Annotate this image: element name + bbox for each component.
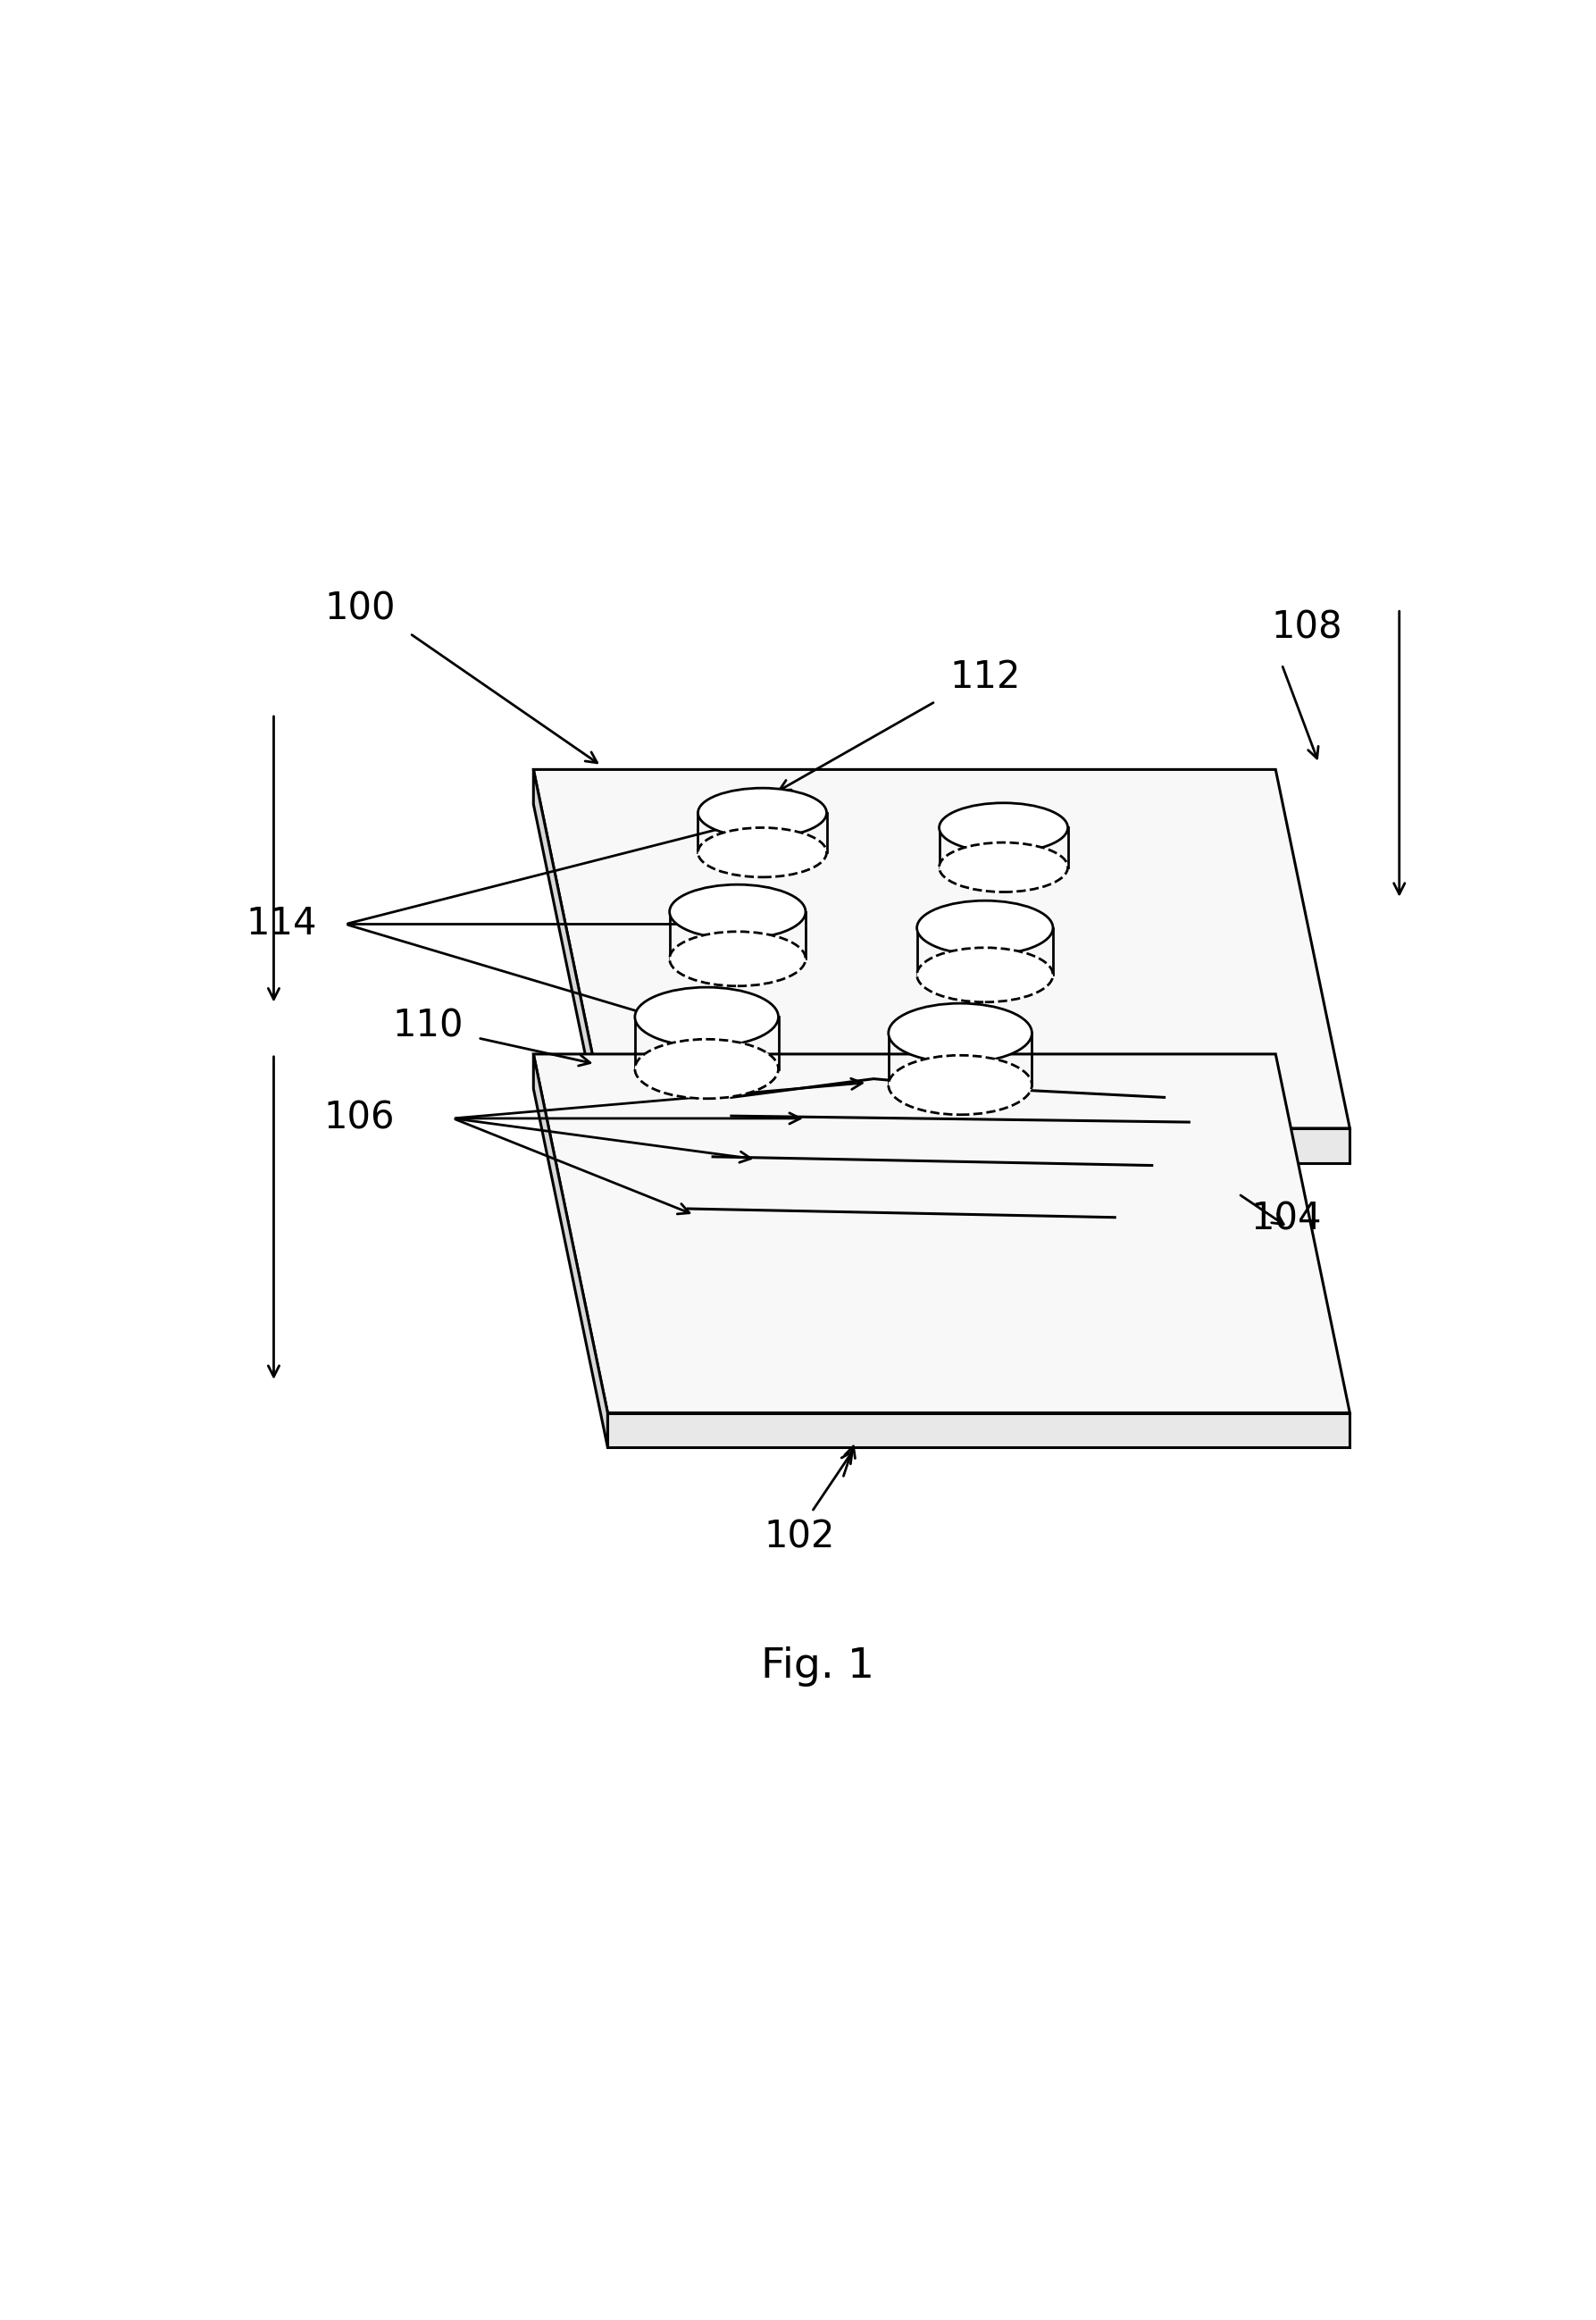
- Polygon shape: [533, 1053, 608, 1448]
- Text: 106: 106: [324, 1100, 394, 1137]
- Text: 112: 112: [950, 659, 1020, 696]
- Text: 104: 104: [1251, 1199, 1321, 1237]
- Text: 114: 114: [246, 905, 318, 942]
- Ellipse shape: [938, 803, 1068, 851]
- Polygon shape: [533, 1053, 1350, 1413]
- Ellipse shape: [697, 789, 827, 838]
- Ellipse shape: [635, 1039, 779, 1100]
- Text: Fig. 1: Fig. 1: [761, 1647, 875, 1687]
- Polygon shape: [608, 1413, 1350, 1448]
- Ellipse shape: [889, 1056, 1033, 1114]
- Text: 102: 102: [764, 1517, 835, 1554]
- Ellipse shape: [670, 933, 806, 986]
- Text: 110: 110: [393, 1007, 464, 1044]
- Ellipse shape: [916, 947, 1053, 1002]
- Ellipse shape: [635, 988, 779, 1046]
- Ellipse shape: [916, 900, 1053, 956]
- Ellipse shape: [697, 828, 827, 877]
- Ellipse shape: [670, 884, 806, 940]
- Polygon shape: [533, 770, 1350, 1128]
- Ellipse shape: [889, 1002, 1033, 1063]
- Text: 108: 108: [1270, 608, 1342, 645]
- Ellipse shape: [938, 842, 1068, 891]
- Polygon shape: [533, 770, 608, 1162]
- Polygon shape: [608, 1128, 1350, 1162]
- Text: 100: 100: [326, 589, 396, 626]
